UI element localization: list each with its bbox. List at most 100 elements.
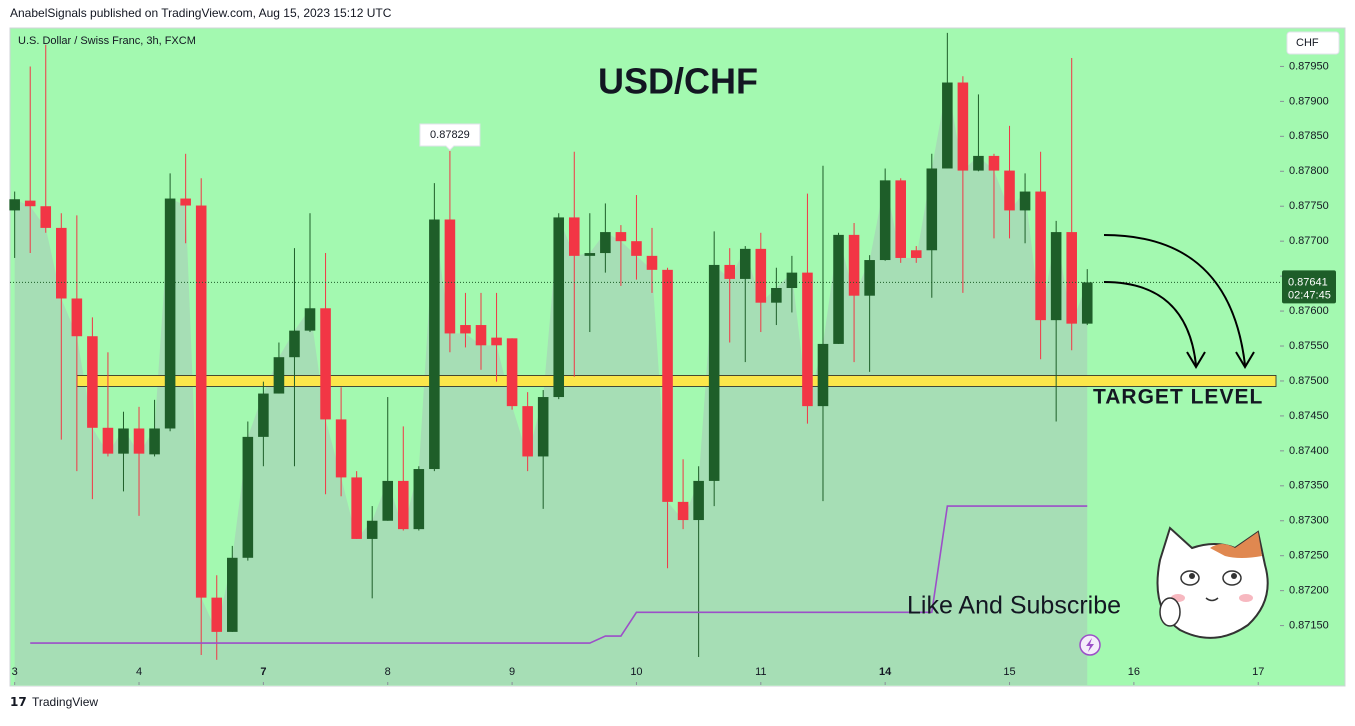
candle-body [397,480,409,530]
candle-body [739,248,751,279]
candle-body [118,428,129,454]
x-tick-label: 15 [1003,666,1015,678]
footer: TradingView [32,695,98,709]
indicator-line [30,505,1088,644]
countdown: 02:47:45 [1288,289,1331,301]
symbol: U.S. Dollar / Swiss Franc, 3h, FXCM [18,35,196,47]
candle-body [149,428,160,455]
currency-box[interactable] [1286,31,1340,55]
candle-body [335,419,347,478]
icon-bolt[interactable] [1086,638,1094,652]
y-tick-label: 0.87800 [1289,165,1329,177]
candle-body [662,269,673,502]
candle-body [1035,191,1046,321]
candle-body [817,343,829,407]
candle-body [957,82,969,171]
currency[interactable]: CHF [1296,37,1319,49]
candle-body [584,253,596,256]
x-tick-label: 11 [755,666,766,678]
y-tick-label: 0.87550 [1289,340,1329,352]
candle-body [864,260,875,296]
cta: Like And Subscribe [907,592,1121,620]
candle-body [227,557,238,632]
candle-body [848,234,860,296]
y-tick-label: 0.87900 [1289,95,1329,107]
candle-body [475,325,487,346]
candle-body [568,217,580,256]
candle-body [724,264,736,279]
candle-body [833,234,844,344]
candle-body [600,232,611,254]
y-tick-label: 0.87700 [1289,235,1329,247]
y-tick-label: 0.87500 [1289,375,1329,387]
cat-pupil [1189,573,1195,579]
candle-body [71,298,83,337]
candle-body [771,288,782,303]
candle-body [429,219,440,470]
x-tick-label: 7 [260,666,266,678]
candle-body [553,217,565,398]
candle-body [164,198,176,429]
candle-body [9,199,20,211]
candle-body [242,436,254,558]
candle-body [677,501,689,521]
candle-body [693,480,704,521]
high-callout [419,123,481,151]
candle-body [802,272,813,407]
candle-body [537,397,549,457]
candle-body [444,219,456,334]
candle-body [942,82,953,169]
x-tick-label: 3 [12,666,18,678]
candle-body [491,337,502,346]
candle-body [910,250,922,258]
candle-body [1066,232,1077,324]
candle-body [895,180,906,258]
arrow-head [1186,351,1206,369]
candle-body [258,393,269,437]
cat-pupil [1231,573,1237,579]
candle-body [1019,191,1031,211]
price-label: 0.87641 [1288,276,1328,288]
arrow [1103,234,1246,366]
candle-body [40,206,52,228]
y-tick-label: 0.87450 [1289,410,1329,422]
candle-body [879,180,891,261]
publisher: AnabelSignals published on TradingView.c… [10,6,392,20]
y-tick-label: 0.87400 [1289,445,1329,457]
arrow [1103,281,1197,366]
alert-icon[interactable] [1079,634,1101,656]
candle-body [320,308,331,420]
candle-body [195,205,207,598]
candle-body [522,406,533,457]
x-tick-label: 10 [630,666,642,678]
candle-body [24,200,36,207]
candle-body [351,477,362,539]
candle-body [755,248,767,303]
candle-body [56,227,67,299]
candle-body [102,427,114,454]
x-tick-label: 14 [879,666,892,678]
y-tick-label: 0.87150 [1289,619,1329,631]
candle-body [1004,170,1015,211]
candle-body [304,308,316,331]
x-tick-label: 16 [1128,666,1140,678]
candle-body [273,357,285,394]
arrow-head [1235,351,1255,369]
candle-body [211,597,223,632]
cat-paw [1159,597,1181,627]
candle-body [460,325,471,334]
cat-mouth [1205,597,1219,602]
candle-body [646,255,658,270]
candle-body [87,336,98,428]
candle-body [926,168,938,251]
arrows [1103,234,1255,369]
candle-body [1050,232,1062,321]
candle-body [366,520,378,539]
chart-title: USD/CHF [598,61,758,102]
candle-body [133,428,145,454]
y-tick-label: 0.87250 [1289,550,1329,562]
y-tick-label: 0.87750 [1289,200,1329,212]
footer-logo: 𝟭𝟳 [10,695,27,709]
